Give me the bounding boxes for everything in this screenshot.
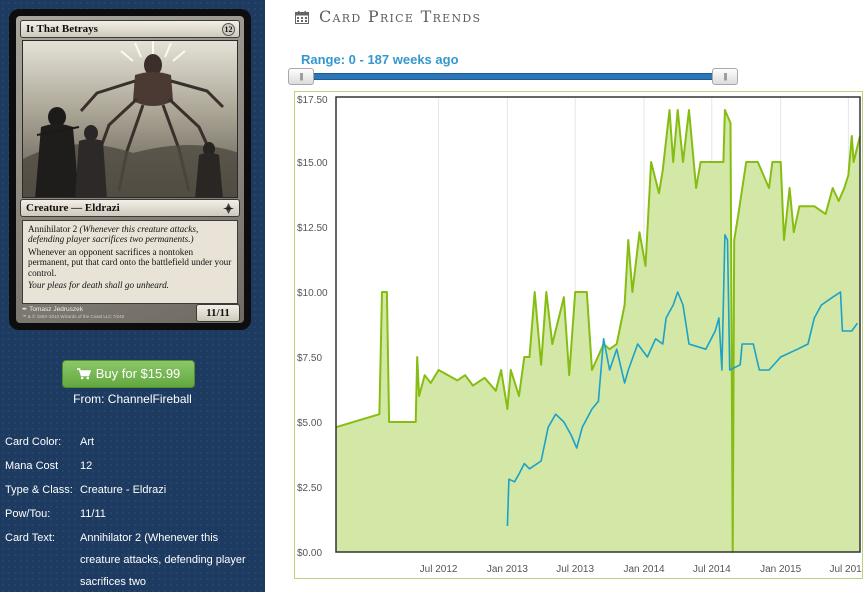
info-value: Annihilator 2 (Whenever this creature at… bbox=[80, 532, 246, 588]
grip-icon: ||| bbox=[723, 72, 727, 81]
card-info-panel: It That Betrays 12 bbox=[0, 0, 265, 592]
chart-area-layer bbox=[336, 110, 860, 552]
buy-button-label: Buy for $15.99 bbox=[95, 366, 181, 381]
chart-title: Card Price Trends bbox=[319, 7, 482, 26]
x-tick-label: Jul 2015 bbox=[829, 564, 862, 575]
card-type-line: Creature — Eldrazi bbox=[26, 202, 120, 214]
info-value: 12 bbox=[80, 460, 93, 472]
info-row-card-text: Card Text: Annihilator 2 (Whenever this … bbox=[5, 526, 260, 588]
slider-handle-start[interactable]: ||| bbox=[288, 68, 314, 85]
set-symbol-icon bbox=[223, 203, 234, 214]
card-title-bar: It That Betrays 12 bbox=[20, 20, 240, 38]
x-tick-label: Jan 2013 bbox=[487, 564, 529, 575]
price-chart-container: Jul 2012 Jan 2013 Jul 2013 Jan 2014 Jul 2014… bbox=[294, 91, 863, 579]
y-tick-label: $17.50 bbox=[297, 95, 328, 106]
y-tick-label: $5.00 bbox=[297, 418, 322, 429]
buy-button[interactable]: Buy for $15.99 bbox=[62, 360, 195, 388]
x-tick-label: Jul 2012 bbox=[420, 564, 458, 575]
x-tick-label: Jul 2014 bbox=[693, 564, 731, 575]
range-label: Range: 0 - 187 weeks ago bbox=[301, 52, 459, 67]
y-tick-label: $12.50 bbox=[297, 223, 328, 234]
range-slider[interactable]: ||| ||| bbox=[288, 67, 738, 87]
slider-handle-end[interactable]: ||| bbox=[712, 68, 738, 85]
card-text-box: Annihilator 2 (Whenever this creature at… bbox=[22, 220, 238, 304]
grip-icon: ||| bbox=[299, 72, 303, 81]
card-reminder-text: (Whenever this creature attacks, defendi… bbox=[28, 224, 199, 245]
card-artist: Tomasz Jedruszek bbox=[29, 306, 83, 313]
card-copyright: ™ & © 1993–2010 Wizards of the Coast LLC… bbox=[22, 314, 125, 319]
info-label: Type & Class: bbox=[5, 484, 73, 496]
slider-track[interactable] bbox=[298, 73, 728, 80]
card-art bbox=[22, 40, 238, 198]
card-art-illustration bbox=[23, 41, 237, 197]
y-tick-label: $2.50 bbox=[297, 483, 322, 494]
info-value: Creature - Eldrazi bbox=[80, 484, 167, 496]
plot-border bbox=[335, 96, 861, 553]
y-tick-label: $0.00 bbox=[297, 548, 322, 559]
y-tick-label: $15.00 bbox=[297, 158, 328, 169]
info-row-mana-cost: Mana Cost 12 bbox=[5, 454, 260, 478]
card-type-bar: Creature — Eldrazi bbox=[20, 199, 240, 217]
info-row-color: Card Color: Art bbox=[5, 430, 260, 454]
card-rules-text-1: Annihilator 2 (Whenever this creature at… bbox=[28, 224, 232, 245]
x-tick-label: Jan 2014 bbox=[623, 564, 665, 575]
info-label: Card Text: bbox=[5, 532, 55, 544]
card-image: It That Betrays 12 bbox=[9, 9, 251, 330]
card-mana-cost: 12 bbox=[222, 23, 235, 36]
calendar-icon bbox=[295, 11, 309, 24]
shopping-cart-icon bbox=[76, 368, 91, 380]
y-tick-label: $10.00 bbox=[297, 288, 328, 299]
seller-text: From: ChannelFireball bbox=[73, 392, 192, 406]
card-name: It That Betrays bbox=[26, 23, 98, 35]
y-tick-label: $7.50 bbox=[297, 353, 322, 364]
series-line-1 bbox=[335, 109, 861, 553]
info-label: Mana Cost bbox=[5, 460, 59, 472]
card-rules-text-2: Whenever an opponent sacrifices a nontok… bbox=[28, 246, 232, 278]
card-artist-line: ✒ Tomasz Jedruszek ™ & © 1993–2010 Wizar… bbox=[22, 306, 125, 319]
info-value: Art bbox=[80, 436, 95, 448]
info-row-type: Type & Class: Creature - Eldrazi bbox=[5, 478, 260, 502]
chart-axes: Jul 2012 Jan 2013 Jul 2013 Jan 2014 Jul 2014… bbox=[297, 95, 862, 575]
series-line-2 bbox=[506, 234, 859, 527]
info-label: Card Color: bbox=[5, 436, 62, 448]
info-label: Pow/Tou: bbox=[5, 508, 51, 520]
card-flavor-text: Your pleas for death shall go unheard. bbox=[28, 280, 169, 291]
info-row-pow-tou: Pow/Tou: 11/11 bbox=[5, 502, 260, 526]
info-value: 11/11 bbox=[80, 508, 106, 520]
card-frame: It That Betrays 12 bbox=[16, 16, 244, 323]
chart-line-layer bbox=[335, 109, 861, 553]
x-tick-label: Jan 2015 bbox=[760, 564, 802, 575]
card-info-table: Card Color: Art Mana Cost 12 Type & Clas… bbox=[5, 430, 260, 588]
x-tick-label: Jul 2013 bbox=[556, 564, 594, 575]
price-chart[interactable]: Jul 2012 Jan 2013 Jul 2013 Jan 2014 Jul 2014… bbox=[295, 92, 862, 578]
card-keyword: Annihilator 2 bbox=[28, 224, 78, 234]
card-power-toughness: 11/11 bbox=[196, 304, 240, 322]
series-area-fill bbox=[336, 110, 860, 552]
